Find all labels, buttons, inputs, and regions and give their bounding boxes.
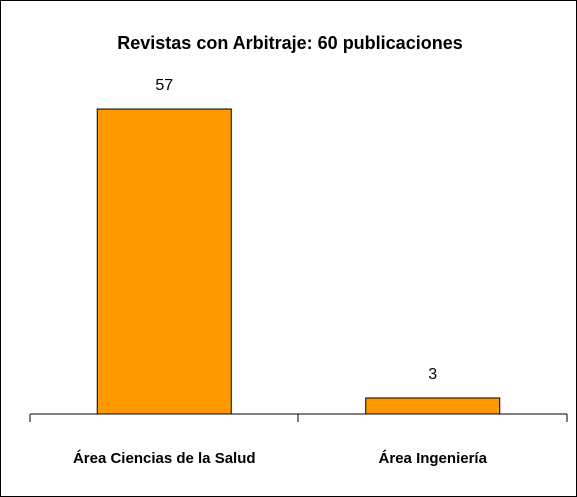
bar: [365, 397, 501, 415]
bar: [96, 108, 232, 415]
value-label: 57: [155, 77, 173, 94]
x-tick-label: Área Ingeniería: [379, 450, 488, 467]
value-label: 3: [428, 366, 437, 383]
x-tick-label: Área Ciencias de la Salud: [73, 450, 256, 467]
chart-title: Revistas con Arbitraje: 60 publicaciones: [117, 33, 462, 53]
